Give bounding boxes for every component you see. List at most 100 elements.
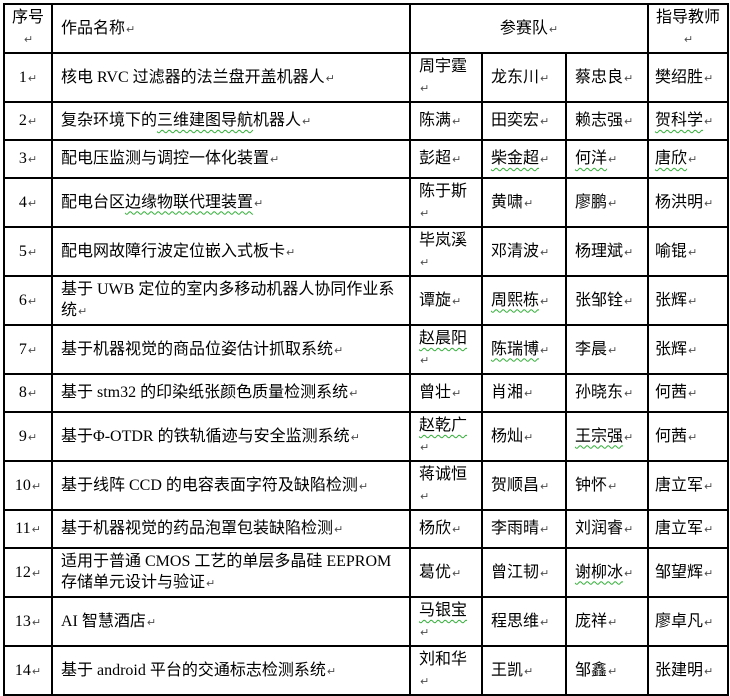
paragraph-mark: ↵ — [452, 566, 462, 580]
advisor-name: 廖卓凡 — [655, 612, 704, 630]
paragraph-mark: ↵ — [524, 664, 534, 678]
team-member-cell-3: 赖志强↵ — [564, 101, 650, 141]
paragraph-mark: ↵ — [23, 33, 34, 46]
paragraph-mark: ↵ — [704, 523, 714, 536]
advisor-cell: 邹望辉↵ — [647, 547, 730, 598]
paragraph-mark: ↵ — [624, 294, 634, 308]
row-number-cell: 14↵ — [3, 645, 53, 696]
paragraph-mark: ↵ — [608, 664, 618, 678]
row-number: 12 — [14, 563, 31, 581]
paragraph-mark: ↵ — [325, 71, 335, 85]
paragraph-mark: ↵ — [704, 615, 714, 629]
advisor-cell: 喻锟↵ — [647, 226, 730, 277]
table-body: 1↵ 核电 RVC 过滤器的法兰盘开盖机器人↵ 周宇霆↵ 龙东川↵ 蔡忠良↵ 樊绍胜↵ 2↵… — [3, 52, 730, 696]
advisor-cell: 樊绍胜↵ — [647, 52, 730, 103]
work-title-text: 配电网故障行波定位嵌入式板卡 — [61, 242, 286, 260]
paragraph-mark: ↵ — [608, 153, 618, 166]
team-member-name: 毕岚溪 — [419, 232, 468, 249]
row-number-cell: 12↵ — [3, 547, 53, 598]
row-number: 8 — [18, 384, 27, 401]
work-title-cell: 复杂环境下的三维建图导航机器人↵ — [51, 101, 411, 141]
competition-entries-table: 序号↵ 作品名称↵ 参赛队↵ 指导教师↵ 1↵ 核电 RVC 过滤器的法兰盘开盖机… — [3, 3, 730, 696]
paragraph-mark: ↵ — [624, 387, 634, 400]
team-member-name: 刘和华 — [419, 651, 468, 668]
paragraph-mark: ↵ — [270, 153, 280, 166]
team-member-name-spellcheck-underlined: 柴金超 — [491, 150, 540, 167]
team-member-name: 葛优 — [419, 563, 452, 581]
paragraph-mark: ↵ — [31, 523, 41, 536]
advisor-cell: 杨洪明↵ — [647, 177, 730, 228]
paragraph-mark: ↵ — [27, 343, 38, 357]
advisor-name-spellcheck-underlined: 唐欣 — [655, 150, 688, 167]
work-title-text: 基于机器视觉的药品泡罩包装缺陷检测 — [61, 520, 334, 537]
paragraph-mark: ↵ — [688, 387, 698, 400]
table-row: 13↵ AI 智慧酒店↵ 马银宝↵ 程思维↵ 庞祥↵ 廖卓凡↵ — [3, 596, 730, 647]
advisor-name-spellcheck-underlined: 贺科学 — [655, 112, 704, 129]
team-member-name-spellcheck-underlined: 赵晨阳 — [419, 330, 468, 347]
header-cell-no: 序号 ↵ — [3, 3, 53, 54]
paragraph-mark: ↵ — [31, 615, 42, 629]
work-title-text: 配电压监测与调控一体化装置 — [61, 150, 270, 167]
paragraph-mark: ↵ — [540, 115, 550, 128]
table-row: 2↵ 复杂环境下的三维建图导航机器人↵ 陈满↵ 田奕宏↵ 赖志强↵ 贺科学↵ — [3, 101, 730, 141]
work-title-cell: 基于机器视觉的药品泡罩包装缺陷检测↵ — [51, 509, 411, 549]
team-member-cell-3: 钟怀↵ — [564, 460, 650, 511]
work-title-text: 核电 RVC 过滤器的法兰盘开盖机器人 — [61, 68, 325, 86]
work-title-text: AI 智慧酒店 — [61, 612, 146, 630]
team-member-name: 邹鑫 — [575, 661, 608, 679]
team-member-cell-1: 杨欣↵ — [409, 509, 483, 549]
paragraph-mark: ↵ — [302, 115, 312, 128]
work-title-text: 复杂环境下的 — [61, 112, 158, 129]
team-member-name: 杨欣 — [419, 520, 452, 537]
row-number-cell: 10↵ — [3, 460, 53, 511]
advisor-cell: 何茜↵ — [647, 373, 730, 413]
paragraph-mark: ↵ — [624, 523, 634, 536]
row-number-cell: 11↵ — [3, 509, 53, 549]
paragraph-mark: ↵ — [206, 577, 216, 590]
paragraph-mark: ↵ — [452, 153, 462, 166]
paragraph-mark: ↵ — [548, 22, 559, 36]
paragraph-mark: ↵ — [286, 245, 296, 259]
work-title-cell: 基于 android 平台的交通标志检测系统↵ — [51, 645, 411, 696]
paragraph-mark: ↵ — [254, 196, 264, 210]
table-row: 9↵ 基于Φ-OTDR 的铁轨循迹与安全监测系统↵ 赵乾广↵ 杨灿↵ 王宗强↵ 何茜↵ — [3, 411, 730, 462]
row-number: 9 — [18, 427, 27, 445]
team-member-cell-1: 曾壮↵ — [409, 373, 483, 413]
team-member-cell-2: 曾江韧↵ — [481, 547, 567, 598]
paragraph-mark: ↵ — [27, 430, 38, 444]
paragraph-mark: ↵ — [688, 343, 698, 357]
paragraph-mark: ↵ — [420, 490, 430, 503]
row-number: 13 — [14, 612, 31, 630]
team-member-cell-2: 杨灿↵ — [481, 411, 567, 462]
row-number-cell: 4↵ — [3, 177, 53, 228]
team-member-cell-3: 廖鹏↵ — [564, 177, 650, 228]
team-member-cell-2: 贺顺昌↵ — [481, 460, 567, 511]
team-member-cell-2: 程思维↵ — [481, 596, 567, 647]
table-row: 10↵ 基于线阵 CCD 的电容表面字符及缺陷检测↵ 蒋诚恒↵ 贺顺昌↵ 钟怀↵ 唐立军↵ — [3, 460, 730, 511]
paragraph-mark: ↵ — [540, 479, 550, 493]
paragraph-mark: ↵ — [420, 82, 430, 95]
paragraph-mark: ↵ — [683, 33, 694, 46]
paragraph-mark: ↵ — [27, 71, 38, 85]
team-member-cell-1: 马银宝 ↵ — [409, 596, 483, 647]
table-row: 3↵ 配电压监测与调控一体化装置↵ 彭超↵ 柴金超↵ 何洋↵ 唐欣↵ — [3, 139, 730, 179]
paragraph-mark: ↵ — [420, 675, 430, 688]
paragraph-mark: ↵ — [624, 430, 634, 444]
team-member-cell-3: 李晨↵ — [564, 324, 650, 375]
table-row: 14↵ 基于 android 平台的交通标志检测系统↵ 刘和华↵ 王凯↵ 邹鑫↵ 张建明↵ — [3, 645, 730, 696]
team-member-cell-2: 周熙栋↵ — [481, 275, 567, 326]
paragraph-mark: ↵ — [524, 430, 534, 444]
paragraph-mark: ↵ — [334, 523, 344, 536]
team-member-cell-2: 李雨晴↵ — [481, 509, 567, 549]
header-cell-title: 作品名称↵ — [51, 3, 411, 54]
paragraph-mark: ↵ — [540, 615, 550, 629]
header-label-title: 作品名称 — [61, 19, 126, 37]
paragraph-mark: ↵ — [608, 343, 618, 357]
paragraph-mark: ↵ — [420, 626, 430, 639]
row-number-cell: 5↵ — [3, 226, 53, 277]
team-member-name: 王凯 — [491, 661, 524, 679]
work-title-text: 基于 android 平台的交通标志检测系统 — [61, 661, 326, 679]
header-cell-team: 参赛队↵ — [408, 3, 650, 54]
advisor-name: 唐立军 — [655, 520, 704, 537]
table-row: 7↵ 基于机器视觉的商品位姿估计抓取系统↵ 赵晨阳↵ 陈瑞博↵ 李晨↵ 张辉↵ — [3, 324, 730, 375]
